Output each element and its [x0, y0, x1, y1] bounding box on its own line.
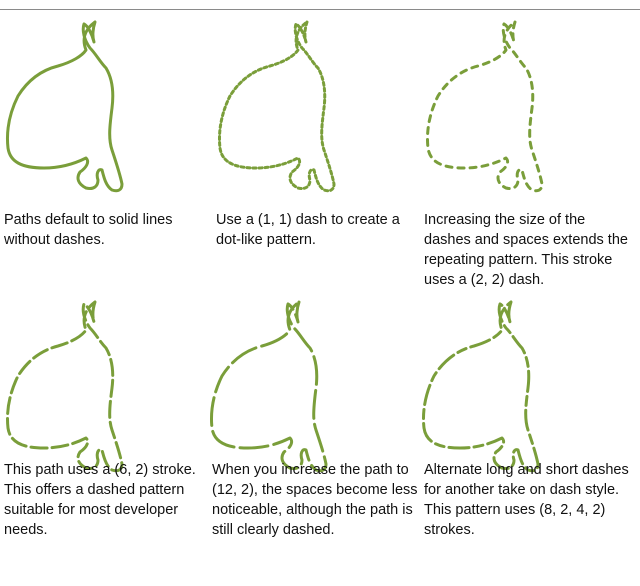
rabbit-solid-illustration — [6, 20, 124, 193]
panel-dash-2-2: Increasing the size of the dashes and sp… — [420, 12, 635, 290]
caption-dash-12-2: When you increase the path to (12, 2), t… — [212, 462, 418, 538]
caption-dash-1-1: Use a (1, 1) dash to create a dot-like p… — [216, 212, 400, 248]
caption-dash-6-2: This path uses a (6, 2) stroke. This off… — [4, 462, 196, 538]
caption-solid: Paths default to solid lines without das… — [4, 212, 173, 248]
panel-dash-12-2: When you increase the path to (12, 2), t… — [204, 292, 419, 540]
rabbit-dash-12-2-illustration — [210, 300, 328, 473]
panel-dash-6-2: This path uses a (6, 2) stroke. This off… — [0, 292, 215, 540]
rabbit-dash-2-2-illustration — [426, 20, 544, 193]
panel-dash-1-1: Use a (1, 1) dash to create a dot-like p… — [212, 12, 427, 250]
top-divider — [0, 9, 640, 10]
panel-dash-8-2-4-2: Alternate long and short dashes for anot… — [416, 292, 631, 540]
panel-solid: Paths default to solid lines without das… — [0, 12, 215, 250]
caption-dash-2-2: Increasing the size of the dashes and sp… — [424, 212, 628, 288]
rabbit-dash-8-2-4-2-illustration — [422, 300, 540, 473]
rabbit-dotted-illustration — [218, 20, 336, 193]
rabbit-dash-6-2-illustration — [6, 300, 124, 473]
caption-dash-8-2-4-2: Alternate long and short dashes for anot… — [424, 462, 629, 538]
